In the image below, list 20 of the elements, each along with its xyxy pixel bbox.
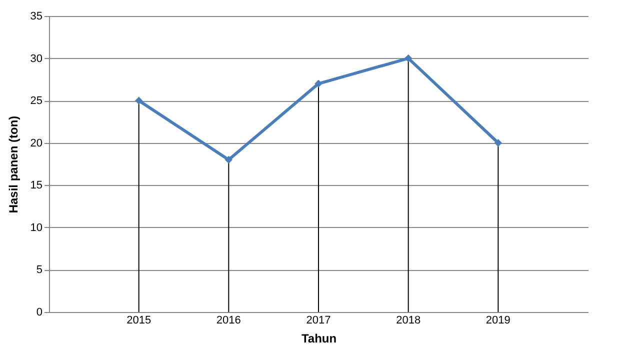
y-axis-title: Hasil panen (ton) — [6, 116, 20, 214]
y-tick-label: 30 — [30, 52, 42, 65]
point — [134, 96, 143, 104]
x-tick-label: 2018 — [396, 314, 421, 326]
x-axis-title: Tahun — [301, 332, 337, 346]
x-tick-label: 2017 — [306, 314, 331, 326]
point — [224, 156, 233, 164]
y-tick-label: 15 — [30, 180, 42, 192]
point — [314, 80, 322, 88]
y-tick-label: 25 — [30, 95, 42, 108]
point — [404, 54, 412, 62]
y-tick-label: 0 — [36, 306, 42, 318]
y-tick-label: 35 — [30, 10, 42, 22]
x-tick-label: 2015 — [126, 314, 152, 326]
y-tick-label: 10 — [30, 222, 42, 234]
y-tick-label: 5 — [36, 264, 42, 276]
y-tick-label: 20 — [30, 137, 42, 150]
x-tick-label: 2016 — [216, 314, 241, 326]
point — [494, 138, 502, 147]
x-tick-label: 2019 — [486, 314, 510, 326]
